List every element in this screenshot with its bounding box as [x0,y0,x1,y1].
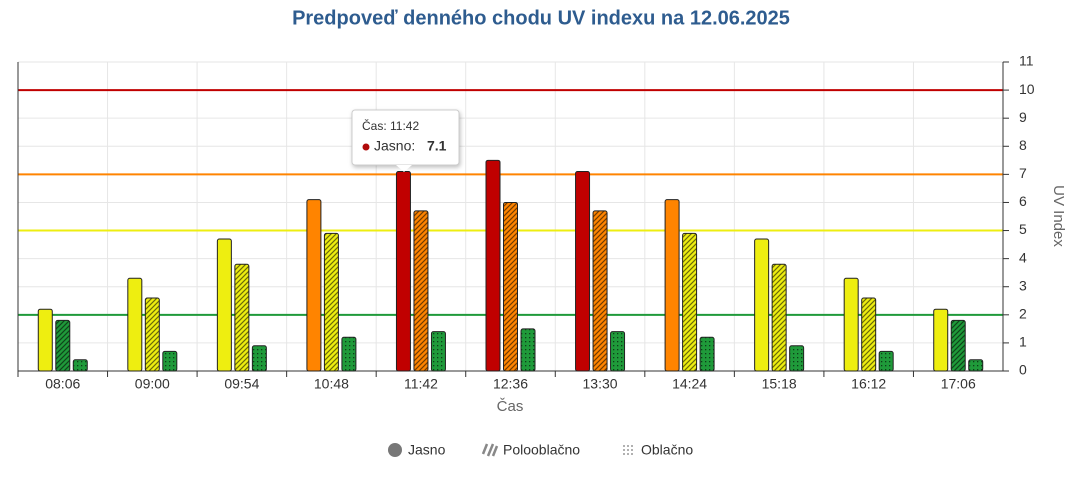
bar [251,345,267,372]
bar [843,277,859,372]
y-tick-label: 6 [1019,193,1027,209]
bar [341,336,357,372]
legend-symbol [623,449,625,451]
bar [234,263,250,372]
x-tick-label: 17:06 [941,376,976,392]
legend-symbol [481,443,499,457]
legend-symbol [631,453,633,455]
y-tick-label: 3 [1019,277,1027,293]
bar [950,319,966,372]
y-tick-label: 9 [1019,109,1027,125]
legend-symbol [623,453,625,455]
chart-title: Predpoveď denného chodu UV indexu na 12.… [292,7,790,29]
bar [878,350,894,372]
bar [216,238,232,372]
bar [306,199,322,372]
x-tick-label: 14:24 [672,376,707,392]
y-tick-label: 11 [1019,53,1034,69]
bar [592,210,608,372]
x-tick-label: 12:36 [493,376,528,392]
bar [968,359,984,372]
y-tick-label: 4 [1019,249,1027,265]
tooltip-value: 7.1 [427,138,447,154]
x-tick-label: 13:30 [583,376,618,392]
y-axis-title: UV Index [1050,185,1067,247]
bar [72,359,88,372]
x-tick-label: 08:06 [45,376,80,392]
x-tick-label: 09:00 [135,376,170,392]
tooltip-title: Čas: 11:42 [362,118,419,133]
bar [503,201,518,372]
bar [162,350,178,372]
tooltip-marker [362,143,370,151]
legend-symbol [631,449,633,451]
legend-item[interactable]: Jasno [388,442,446,458]
x-tick-label: 15:18 [762,376,797,392]
x-tick-label: 10:48 [314,376,349,392]
legend-label: Polooblačno [503,442,580,458]
bar [485,159,501,372]
bar [754,238,770,372]
tooltip-pointer [396,165,412,172]
legend-symbol [627,449,629,451]
bar [37,308,53,372]
bar [144,297,160,372]
legend-symbol [627,445,629,447]
legend-symbol [623,445,625,447]
y-tick-label: 5 [1019,221,1027,237]
y-tick-label: 1 [1019,334,1027,350]
x-tick-label: 11:42 [404,376,438,392]
legend-label: Jasno [408,442,446,458]
y-tick-label: 0 [1019,362,1027,378]
x-tick-label: 09:54 [224,376,259,392]
bar [413,210,429,372]
bar [789,345,805,372]
bar [395,171,411,372]
bar [323,232,339,372]
bar [682,232,698,372]
bar [664,199,680,372]
tooltip-label: Jasno: [374,138,415,154]
bar [610,331,626,372]
bar [771,263,787,372]
x-tick-label: 16:12 [851,376,886,392]
legend: Jasno Polooblačno Oblačno [388,442,693,458]
legend-symbol [388,443,402,457]
legend-label: Oblačno [641,442,693,458]
plot-area: 0 1 2 3 4 5 6 7 8 9 10 11 08:06 09:00 09:54 10:48 11:42 1… [17,53,1035,392]
bar [127,277,143,372]
bar [933,308,949,372]
bar [55,319,71,372]
tooltip: Čas: 11:42 Jasno: 7.1 [351,109,460,172]
bar [430,331,446,372]
bar [699,336,715,372]
y-tick-label: 10 [1019,81,1035,97]
bar [861,297,877,372]
bar [520,328,536,372]
legend-symbol [631,445,633,447]
legend-item[interactable]: Oblačno [623,442,693,458]
y-tick-label: 7 [1019,165,1027,181]
legend-symbol [627,453,629,455]
legend-item[interactable]: Polooblačno [481,442,580,458]
y-tick-label: 8 [1019,137,1027,153]
bar [575,171,591,372]
x-axis-title: Čas [497,398,524,415]
y-tick-label: 2 [1019,306,1027,322]
